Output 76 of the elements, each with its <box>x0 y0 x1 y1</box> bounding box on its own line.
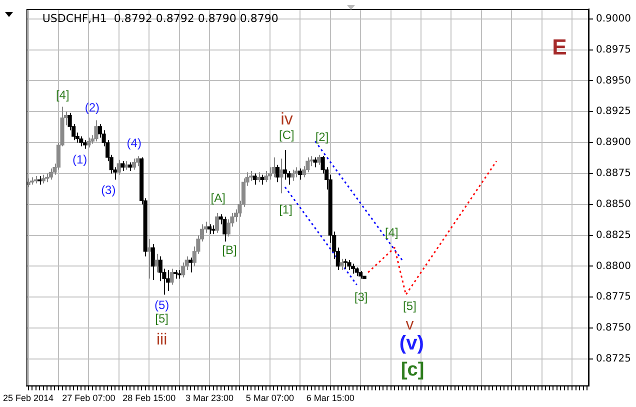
candlestick <box>79 136 84 147</box>
candlestick <box>215 212 220 234</box>
annotation: (1) <box>72 152 88 167</box>
annotation: [B] <box>222 242 237 257</box>
candlestick <box>347 260 352 270</box>
chart-title: USDCHF,H1 0.8792 0.8792 0.8790 0.8790 <box>42 12 278 25</box>
annotation: [A] <box>210 190 226 205</box>
candlestick <box>170 268 174 286</box>
candlestick <box>147 238 152 280</box>
x-tick-label: 3 Mar 23:00 <box>186 393 234 404</box>
candlestick <box>136 156 140 167</box>
candlestick <box>358 270 363 280</box>
annotation: (v) <box>399 332 424 354</box>
candlestick <box>298 168 302 180</box>
candlestick <box>207 224 212 235</box>
y-tick-label: 0.8875 <box>596 168 632 180</box>
annotation: v <box>406 316 414 334</box>
annotation: [4] <box>384 225 398 240</box>
candlestick <box>264 170 268 183</box>
annotation: (3) <box>101 183 116 198</box>
annotation: (5) <box>154 298 170 312</box>
annotation: [5] <box>155 312 168 326</box>
candlestick <box>154 253 159 273</box>
candlestick <box>279 158 284 194</box>
candlestick <box>283 149 288 180</box>
y-tick-label: 0.8800 <box>596 260 632 272</box>
candlestick <box>350 263 356 274</box>
candlestick <box>94 120 98 142</box>
candlestick <box>354 266 359 277</box>
candlestick <box>316 154 322 166</box>
annotation: [5] <box>403 298 416 313</box>
candlestick <box>268 166 272 180</box>
annotation: [C] <box>279 128 294 142</box>
x-tick-label: 27 Feb 07:00 <box>62 393 116 404</box>
x-tick-label: 28 Feb 15:00 <box>122 393 176 404</box>
candlestick <box>132 158 136 170</box>
annotation: E <box>552 34 567 60</box>
candlestick <box>150 243 155 280</box>
candlestick <box>86 137 91 148</box>
candlestick <box>174 269 178 280</box>
candlestick <box>313 156 318 168</box>
candlestick <box>128 162 132 172</box>
candlestick <box>188 257 193 273</box>
candlestick <box>120 160 125 172</box>
candlestick <box>272 156 276 178</box>
y-tick-label: 0.8750 <box>596 322 632 334</box>
y-tick-label: 0.8825 <box>596 230 632 241</box>
y-tick-label: 0.8725 <box>596 354 632 365</box>
x-tick-label: 6 Mar 15:00 <box>306 393 354 404</box>
candlestick <box>222 216 227 242</box>
annotation: (4) <box>126 136 142 150</box>
y-tick-label: 0.8925 <box>596 106 632 118</box>
y-tick-label: 0.8900 <box>596 137 632 148</box>
annotation: [1] <box>279 202 292 217</box>
y-tick-label: 0.9000 <box>596 13 632 24</box>
line-series <box>367 160 498 296</box>
x-tick-label: 5 Mar 07:00 <box>246 393 294 404</box>
candlestick <box>45 172 50 183</box>
candlestick <box>30 176 34 186</box>
y-tick-label: 0.8950 <box>596 75 632 86</box>
annotation: [c] <box>400 360 424 381</box>
y-tick-label: 0.8850 <box>596 198 632 210</box>
y-tick-label: 0.8775 <box>596 292 632 303</box>
annotation: iii <box>156 331 168 348</box>
candlestick <box>181 262 186 278</box>
annotation: (2) <box>84 100 100 115</box>
candlestick <box>256 172 261 183</box>
candlestick <box>340 258 344 270</box>
annotation: iv <box>280 110 294 129</box>
annotation: [3] <box>354 290 368 304</box>
y-tick-label: 0.8975 <box>596 44 632 56</box>
candlestick <box>290 169 295 182</box>
annotation: [2] <box>315 130 329 144</box>
annotation: [4] <box>56 88 70 102</box>
x-tick-label: 25 Feb 2014 <box>2 393 54 404</box>
candlestick <box>48 168 53 180</box>
